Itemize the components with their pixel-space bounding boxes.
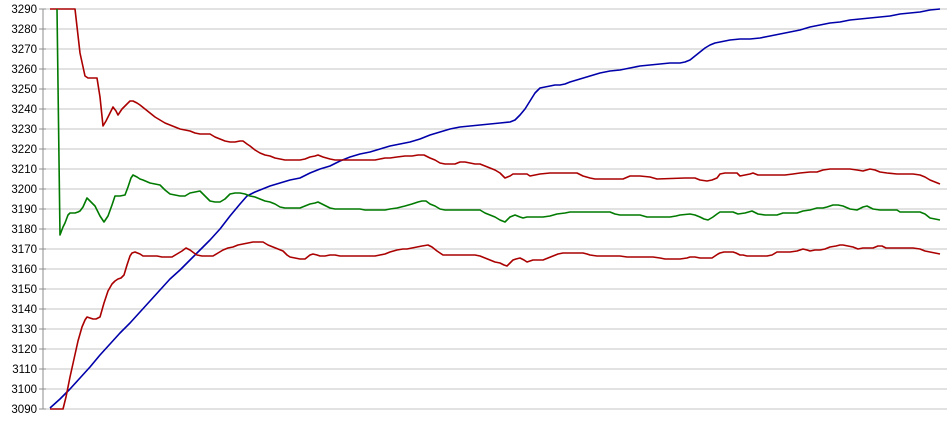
y-axis-label: 3160	[11, 264, 37, 276]
y-axis-label: 3250	[11, 84, 37, 96]
y-axis-label: 3240	[11, 104, 37, 116]
y-axis-label: 3220	[11, 144, 37, 156]
y-axis-label: 3270	[11, 44, 37, 56]
y-axis-label: 3090	[11, 404, 37, 416]
data-series	[49, 8, 941, 410]
y-axis-label: 3210	[11, 164, 37, 176]
series-green-mid-line	[56, 8, 941, 236]
y-axis-labels: 3290 3280 3270 3260 3250 3240 3230 3220 3210 3200…	[11, 4, 37, 416]
y-axis-label: 3200	[11, 184, 37, 196]
series-blue-cumulative-line	[49, 8, 941, 409]
y-axis-label: 3180	[11, 224, 37, 236]
y-axis	[39, 8, 46, 410]
series-lower-red-band-line	[50, 241, 941, 410]
y-axis-label: 3150	[11, 284, 37, 296]
y-axis-label: 3190	[11, 204, 37, 216]
y-axis-label: 3120	[11, 344, 37, 356]
y-axis-label: 3110	[12, 364, 37, 376]
y-axis-label: 3290	[11, 4, 37, 16]
y-axis-label: 3130	[11, 324, 37, 336]
y-axis-label: 3140	[11, 304, 37, 316]
y-axis-label: 3280	[11, 24, 37, 36]
series-upper-red-band-line	[50, 8, 941, 185]
y-axis-label: 3100	[11, 384, 37, 396]
y-axis-label: 3260	[11, 64, 37, 76]
gridlines	[43, 8, 947, 410]
y-axis-label: 3170	[11, 244, 37, 256]
y-axis-label: 3230	[11, 124, 37, 136]
